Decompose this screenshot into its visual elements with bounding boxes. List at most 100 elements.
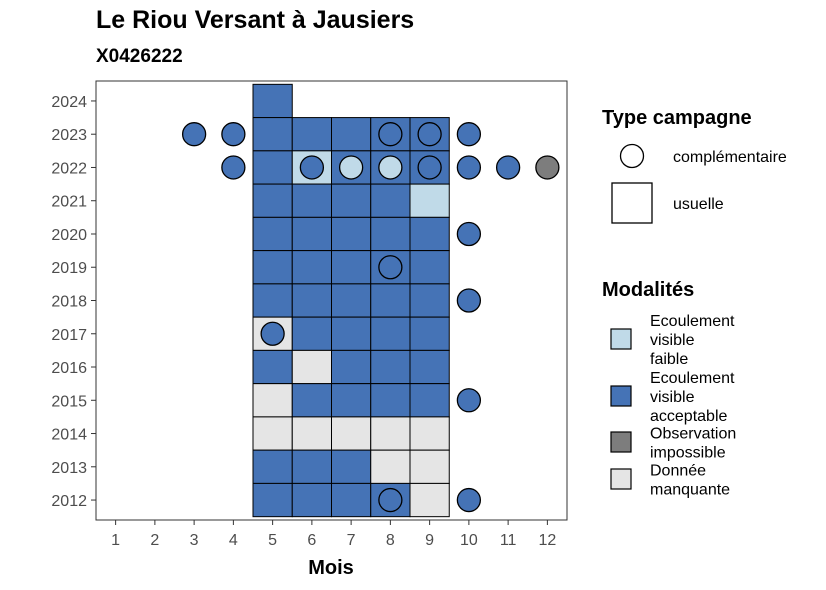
tile-2024-5 [252, 83, 293, 119]
point-2022-8 [378, 155, 403, 180]
tile-2020-7 [331, 216, 372, 252]
legend-type-square [611, 182, 653, 224]
tile-2014-7 [331, 416, 372, 451]
legend-modalites-title: Modalités [602, 279, 694, 301]
tile-2018-5 [252, 283, 293, 318]
y-tick-label: 2020 [51, 227, 87, 244]
point-2012-8 [378, 487, 403, 513]
legend-key-acceptable [610, 385, 632, 407]
y-axis: 2012 2013 2014 2015 2016 2017 2018 2019 2020 2021… [51, 94, 96, 510]
tile-2012-9 [409, 482, 450, 518]
x-tick-label: 6 [307, 532, 316, 549]
tile-2021-5 [252, 183, 293, 218]
y-tick-label: 2015 [51, 393, 87, 410]
legend-label-acceptable: visible [650, 389, 695, 406]
legend-label-faible: faible [650, 351, 688, 368]
legend-type-label: usuelle [673, 196, 724, 213]
tile-2014-9 [409, 416, 450, 451]
tile-2012-5 [252, 482, 293, 518]
tile-2015-8 [370, 383, 411, 418]
point-2018-10 [456, 288, 482, 313]
point-2022-9 [417, 155, 442, 180]
point-2015-10 [456, 388, 482, 413]
y-tick-label: 2022 [51, 160, 87, 177]
legend-key-manquante [610, 468, 632, 490]
legend-label-acceptable: acceptable [650, 408, 727, 425]
point-2023-9 [417, 122, 442, 147]
point-2022-12 [535, 155, 560, 180]
x-axis-label: Mois [308, 557, 354, 579]
legend-key-faible [610, 328, 632, 350]
tile-2018-6 [291, 283, 332, 318]
tile-2014-6 [291, 416, 332, 451]
legend-type-campagne: Type campagne complémentaire usuelle [602, 107, 787, 224]
x-tick-label: 10 [460, 532, 478, 549]
y-tick-label: 2017 [51, 327, 87, 344]
tile-2017-8 [370, 316, 411, 351]
tile-2016-5 [252, 349, 293, 385]
y-tick-label: 2018 [51, 294, 87, 311]
y-tick-label: 2019 [51, 260, 87, 277]
tile-2019-7 [331, 250, 372, 285]
x-axis: 1 2 3 4 5 6 7 8 9 10 11 12 [111, 520, 556, 549]
x-tick-label: 4 [229, 532, 238, 549]
y-tick-label: 2023 [51, 127, 87, 144]
point-2012-10 [456, 487, 482, 513]
legend-label-acceptable: Ecoulement [650, 370, 735, 387]
y-tick-label: 2012 [51, 493, 87, 510]
legend-label-faible: Ecoulement [650, 313, 735, 330]
y-tick-label: 2014 [51, 427, 87, 444]
tile-2016-9 [409, 349, 450, 385]
point-2022-10 [456, 155, 482, 180]
legend-label-faible: visible [650, 332, 695, 349]
legend-type-circle [619, 143, 645, 169]
tile-2019-6 [291, 250, 332, 285]
y-tick-label: 2016 [51, 360, 87, 377]
tile-2021-7 [331, 183, 372, 218]
x-tick-label: 3 [190, 532, 199, 549]
tile-2015-9 [409, 383, 450, 418]
x-tick-label: 1 [111, 532, 120, 549]
legend-label-manquante: Donnée [650, 463, 706, 480]
tile-2013-6 [291, 449, 332, 484]
chart-title: Le Riou Versant à Jausiers [96, 6, 415, 34]
x-tick-label: 11 [500, 532, 517, 549]
x-tick-label: 8 [386, 532, 395, 549]
tile-2019-9 [409, 250, 450, 285]
usuelle-tiles [252, 83, 450, 518]
chart-subtitle: X0426222 [96, 46, 183, 67]
tile-2016-6 [291, 349, 332, 385]
tile-2021-9 [409, 183, 450, 218]
legend-type-title: Type campagne [602, 107, 752, 129]
legend-label-impossible: Observation [650, 426, 736, 443]
tile-2013-9 [409, 449, 450, 484]
tile-2014-5 [252, 416, 293, 451]
complementaire-points [181, 122, 560, 513]
y-tick-label: 2013 [51, 460, 87, 477]
point-2023-10 [456, 122, 482, 147]
x-tick-label: 2 [150, 532, 159, 549]
legend-label-impossible: impossible [650, 445, 726, 462]
tile-2014-8 [370, 416, 411, 451]
tile-2020-9 [409, 216, 450, 252]
point-2022-7 [338, 155, 364, 180]
tile-2012-7 [331, 482, 372, 518]
x-tick-label: 9 [425, 532, 434, 549]
point-2019-8 [378, 255, 403, 280]
tile-2015-7 [331, 383, 372, 418]
x-tick-label: 5 [268, 532, 277, 549]
point-2023-4 [221, 122, 246, 147]
tile-2023-5 [252, 117, 293, 152]
tile-2019-5 [252, 250, 293, 285]
tile-2013-8 [370, 449, 411, 484]
point-2022-4 [221, 155, 246, 180]
tile-2017-9 [409, 316, 450, 351]
legend-key-impossible [610, 431, 632, 453]
tile-2021-6 [291, 183, 332, 218]
point-2022-6 [299, 155, 325, 180]
tile-2023-6 [291, 117, 332, 152]
point-2022-11 [495, 155, 521, 180]
point-2017-5 [260, 321, 285, 346]
tile-2016-7 [331, 349, 372, 385]
